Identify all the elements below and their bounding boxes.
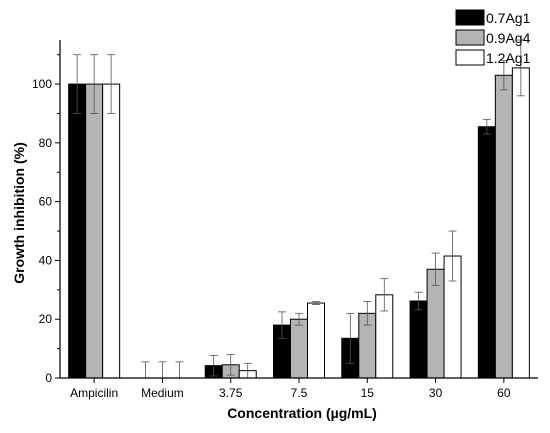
legend-swatch-0 [455, 9, 485, 26]
bar-0-1 [85, 83, 104, 379]
legend: 0.7Ag1 0.9Ag4 1.2Ag1 [455, 9, 531, 66]
bar-6-1 [494, 74, 513, 379]
bar-0-2 [102, 83, 121, 379]
y-tick-label-4: 80 [39, 136, 53, 150]
legend-label-2: 1.2Ag1 [486, 50, 531, 66]
x-tick-label-4: 15 [361, 386, 375, 400]
bar-3-2 [307, 302, 325, 379]
x-tick-label-1: Medium [141, 386, 184, 400]
x-tick-label-3: 7.5 [291, 386, 308, 400]
legend-label-1: 0.9Ag4 [486, 30, 531, 46]
bar-6-0 [477, 126, 496, 379]
y-tick-label-1: 20 [39, 312, 53, 326]
x-tick-label-2: 3.75 [219, 386, 243, 400]
legend-label-0: 0.7Ag1 [486, 10, 531, 26]
bar-5-0 [409, 300, 428, 379]
legend-swatch-1 [455, 29, 485, 46]
y-axis-title: Growth inhibition (%) [11, 142, 27, 284]
bar-0-0 [68, 83, 87, 379]
error-bars-layer [73, 39, 525, 378]
x-axis-title: Concentration (µg/mL) [227, 405, 377, 421]
bars-layer [68, 67, 530, 379]
x-tick-label-5: 30 [429, 386, 443, 400]
y-tick-label-2: 40 [39, 253, 53, 267]
y-tick-label-3: 60 [39, 195, 53, 209]
y-tick-label-5: 100 [32, 77, 52, 91]
bar-6-2 [511, 67, 530, 379]
bar-3-1 [290, 318, 308, 379]
x-tick-label-6: 60 [497, 386, 511, 400]
axes-layer: Ampicilin Medium 3.75 7.5 15 30 60 0 20 40 60 80 100 [32, 40, 538, 400]
legend-swatch-2 [455, 49, 485, 66]
y-tick-label-0: 0 [45, 371, 52, 385]
x-tick-label-0: Ampicilin [70, 386, 118, 400]
